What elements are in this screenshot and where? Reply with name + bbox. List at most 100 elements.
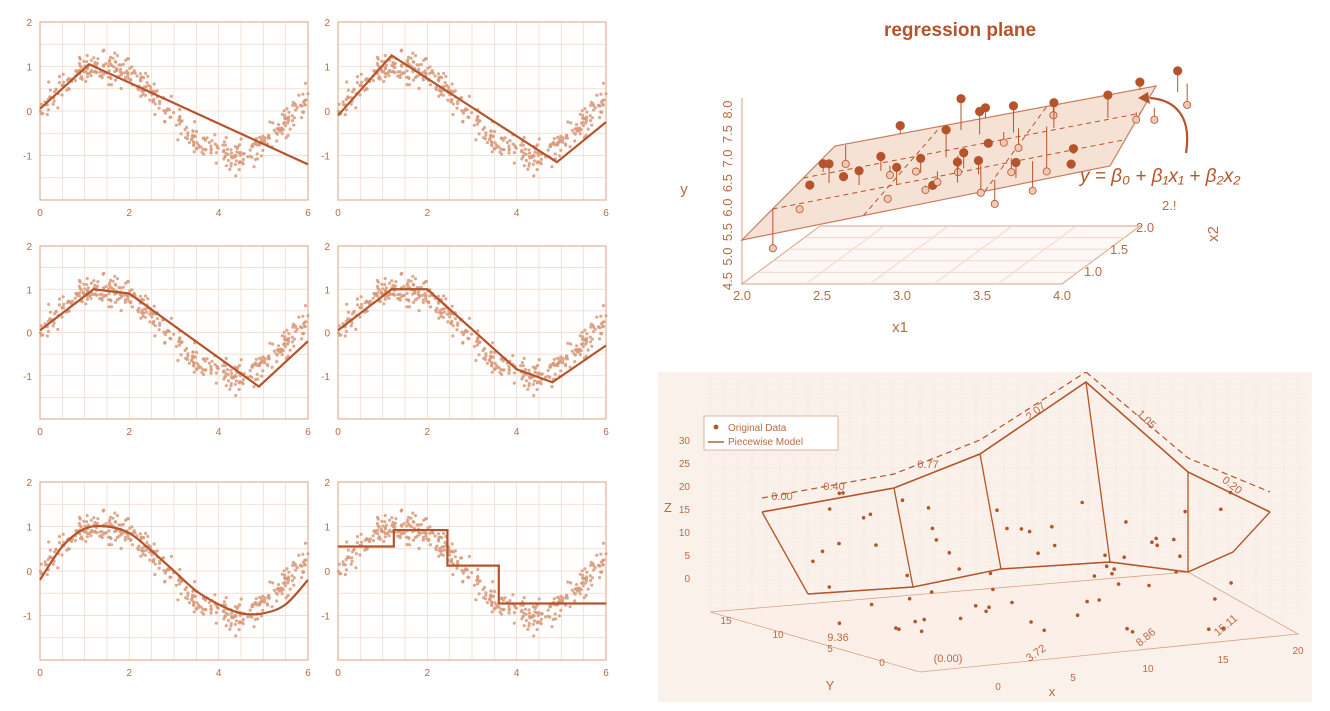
data-point — [341, 100, 345, 104]
data-point — [237, 161, 241, 165]
y-tick-label: 1 — [324, 285, 330, 296]
data-point — [488, 137, 492, 141]
y-tick-label: 1 — [324, 63, 330, 74]
data-point — [49, 556, 53, 560]
data-point — [1112, 567, 1116, 571]
data-point — [43, 560, 47, 564]
data-point — [491, 580, 495, 584]
data-point — [292, 344, 296, 348]
data-point — [291, 103, 295, 107]
data-point — [431, 531, 435, 535]
data-point — [111, 516, 115, 520]
data-point — [178, 567, 182, 572]
data-point — [411, 274, 415, 278]
data-point — [107, 75, 111, 79]
data-point — [144, 548, 149, 552]
data-point — [490, 134, 494, 138]
data-point — [575, 344, 579, 348]
data-point — [438, 549, 442, 553]
data-point — [126, 534, 130, 538]
y-tick-label: 2 — [324, 242, 330, 253]
data-point — [163, 340, 167, 345]
data-point — [350, 556, 354, 560]
data-point — [417, 523, 421, 527]
data-point — [451, 334, 455, 338]
data-point — [383, 297, 387, 301]
data-point — [286, 342, 290, 346]
data-point — [303, 325, 307, 329]
data-point — [451, 572, 455, 577]
data-point — [586, 348, 590, 352]
data-point — [162, 556, 166, 560]
data-point — [373, 529, 377, 533]
data-point — [411, 78, 416, 82]
data-point — [508, 599, 512, 603]
data-point — [91, 292, 95, 296]
data-point — [1228, 490, 1233, 495]
data-point — [115, 54, 120, 58]
data-point — [561, 356, 565, 360]
y-tick-label: 0 — [324, 329, 330, 340]
x-tick-label: 2 — [425, 427, 431, 438]
data-point — [248, 608, 252, 612]
data-point — [474, 358, 478, 363]
data-point — [89, 534, 93, 538]
data-point — [292, 123, 296, 127]
y-tick-label: 0 — [26, 567, 32, 578]
data-point — [108, 278, 113, 282]
data-point — [230, 151, 234, 155]
data-point — [502, 147, 506, 152]
model-fold-line — [979, 453, 1002, 570]
data-point — [460, 109, 464, 113]
data-point — [345, 540, 349, 544]
y-tick-label: 5.0 — [720, 248, 735, 266]
data-point — [907, 596, 912, 601]
data-point — [455, 328, 459, 332]
data-point — [552, 137, 556, 141]
data-point — [376, 532, 380, 536]
data-point — [162, 569, 166, 573]
data-point — [566, 580, 570, 584]
data-point — [51, 102, 55, 106]
data-point — [445, 83, 449, 88]
data-point — [467, 575, 471, 579]
data-point — [511, 354, 515, 358]
data-point — [89, 281, 93, 285]
data-point — [508, 139, 512, 143]
data-point — [85, 60, 89, 64]
x2-tick-label: 2.0 — [1136, 220, 1154, 235]
data-point — [527, 384, 531, 388]
data-point — [140, 535, 145, 539]
data-point — [238, 613, 242, 617]
data-point — [1036, 551, 1040, 555]
data-point — [79, 536, 83, 540]
data-point — [46, 557, 50, 562]
data-point — [841, 159, 850, 168]
data-point — [400, 532, 404, 536]
y-tick-label: 2 — [26, 242, 32, 253]
data-point — [250, 605, 254, 609]
data-point — [85, 520, 89, 524]
data-point — [209, 369, 213, 373]
data-point — [192, 143, 196, 147]
data-point — [253, 157, 257, 161]
x-tick-label: 2 — [127, 208, 133, 219]
data-point — [589, 103, 593, 107]
data-point — [95, 293, 99, 297]
data-point — [48, 310, 53, 314]
data-point — [275, 599, 279, 603]
data-point — [975, 106, 985, 117]
x-tick-label: 2 — [127, 668, 133, 679]
y-tick-label: 2 — [324, 18, 330, 29]
data-point — [221, 143, 225, 147]
data-point — [406, 518, 410, 522]
data-point — [575, 123, 579, 127]
data-point — [153, 112, 157, 117]
floor-plane — [740, 225, 1142, 285]
data-point — [588, 114, 592, 118]
data-point — [383, 535, 387, 539]
data-point — [371, 539, 375, 543]
data-point — [467, 316, 471, 320]
